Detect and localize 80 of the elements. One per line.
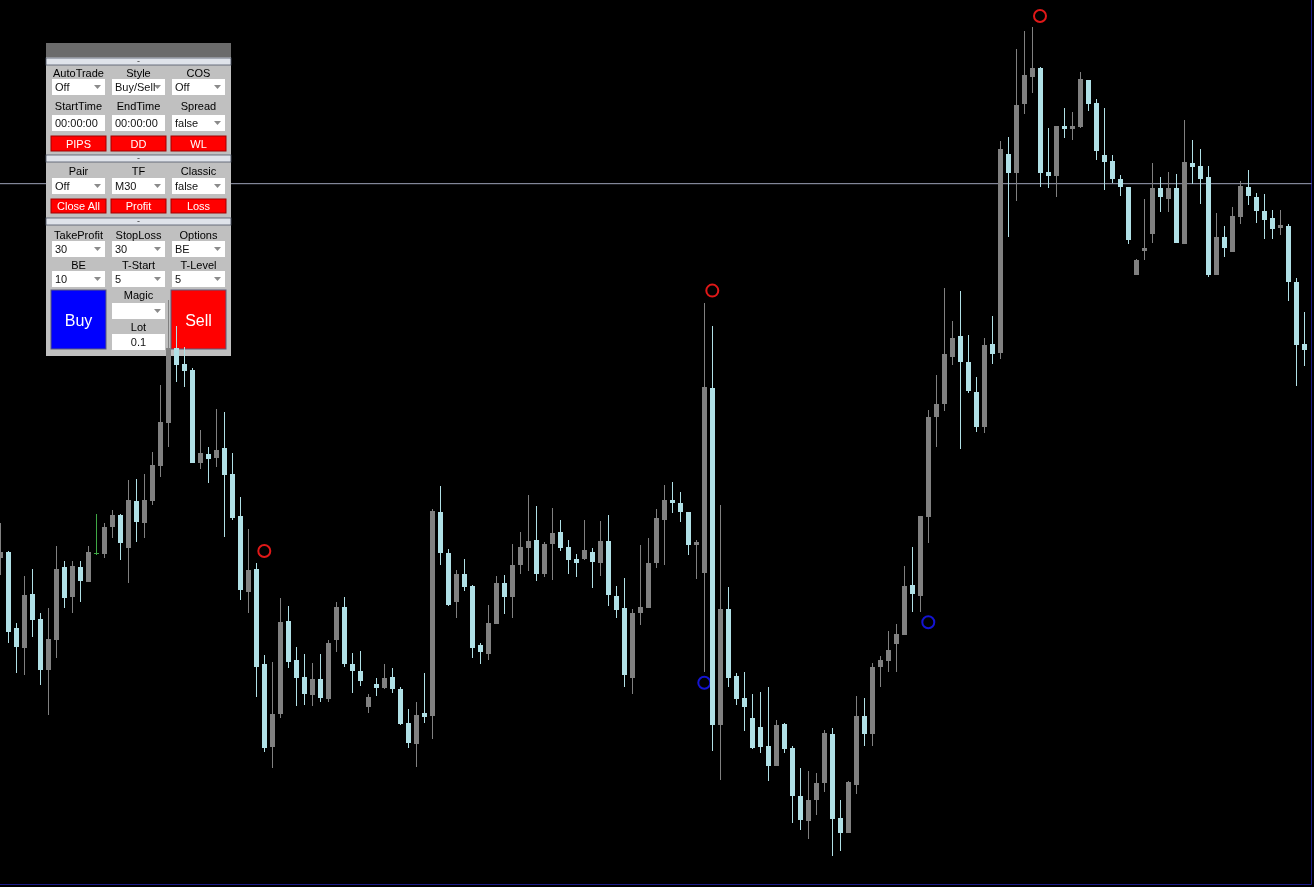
point <box>921 615 936 630</box>
annotation: AutoTrade <box>53 67 104 79</box>
candlestick <box>878 656 883 687</box>
annotation: false <box>175 117 199 129</box>
candlestick <box>1198 148 1203 205</box>
annotation: BE <box>71 259 86 271</box>
candlestick <box>766 686 771 782</box>
annotation: Close All <box>57 200 100 212</box>
candlestick <box>1142 198 1147 260</box>
candlestick <box>694 540 699 580</box>
candlestick <box>574 554 579 577</box>
annotation: Spread <box>180 100 217 112</box>
candlestick <box>910 546 915 613</box>
annotation: COS <box>186 67 211 79</box>
annotation: 5 <box>115 273 122 285</box>
annotation: StopLoss <box>115 229 162 241</box>
annotation: EndTime <box>116 100 161 112</box>
point <box>257 543 272 558</box>
annotation: DD <box>130 137 147 150</box>
annotation: Off <box>55 180 71 192</box>
candlestick <box>990 316 995 365</box>
annotation: Sell <box>185 312 212 329</box>
candlestick <box>1062 108 1067 139</box>
annotation: 30 <box>55 243 68 255</box>
candlestick <box>934 375 939 448</box>
candlestick <box>222 411 227 537</box>
annotation: WL <box>190 137 207 150</box>
annotation: StartTime <box>54 100 103 112</box>
annotation: 00:00:00 <box>115 117 158 129</box>
annotation: Options <box>179 229 218 241</box>
annotation: M30 <box>115 180 137 192</box>
annotation: Loss <box>186 200 211 212</box>
annotation: 5 <box>175 273 182 285</box>
annotation: - <box>137 56 140 66</box>
annotation: Profit <box>125 200 152 212</box>
annotation: Pair <box>68 165 89 177</box>
candlestick <box>670 482 675 513</box>
candlestick <box>214 409 219 468</box>
candlestick <box>894 623 899 672</box>
annotation: Off <box>55 81 71 93</box>
annotation: Style <box>126 67 151 79</box>
candlestick <box>1030 27 1035 94</box>
annotation: Lot <box>130 321 147 333</box>
annotation: Classic <box>180 165 217 177</box>
annotation: 0.1 <box>130 336 147 348</box>
annotation: BE <box>175 243 190 255</box>
candlestick <box>374 677 379 696</box>
annotation: TF <box>131 165 146 177</box>
point <box>705 283 720 298</box>
annotation: Off <box>175 81 191 93</box>
annotation: T-Level <box>180 259 217 271</box>
annotation: 30 <box>115 243 128 255</box>
candlestick <box>422 672 427 724</box>
annotation: - <box>137 216 140 226</box>
candlestick <box>958 290 963 449</box>
candlestick <box>1070 112 1075 140</box>
point <box>697 675 712 690</box>
annotation: T-Start <box>121 259 156 271</box>
candlestick <box>1006 137 1011 237</box>
annotation: Buy <box>64 312 93 329</box>
candlestick <box>182 346 187 387</box>
candlestick <box>94 513 99 556</box>
annotation: 00:00:00 <box>55 117 98 129</box>
annotation: Magic <box>123 289 154 301</box>
candlestick <box>206 447 211 483</box>
candlestick <box>1302 312 1307 367</box>
annotation: TakeProfit <box>54 229 103 241</box>
candlestick <box>1102 108 1107 191</box>
candlestick <box>1046 128 1051 188</box>
annotation: 10 <box>55 273 68 285</box>
candlestick <box>1278 210 1283 236</box>
annotation: false <box>175 180 199 192</box>
candlestick <box>742 671 747 731</box>
annotation: - <box>137 153 140 163</box>
annotation: PIPS <box>65 137 92 150</box>
candlestick <box>294 647 299 706</box>
candlestick <box>638 545 643 625</box>
candlestick <box>1190 139 1195 184</box>
candlestick <box>526 495 531 571</box>
annotation: Buy/Sell <box>115 81 156 93</box>
